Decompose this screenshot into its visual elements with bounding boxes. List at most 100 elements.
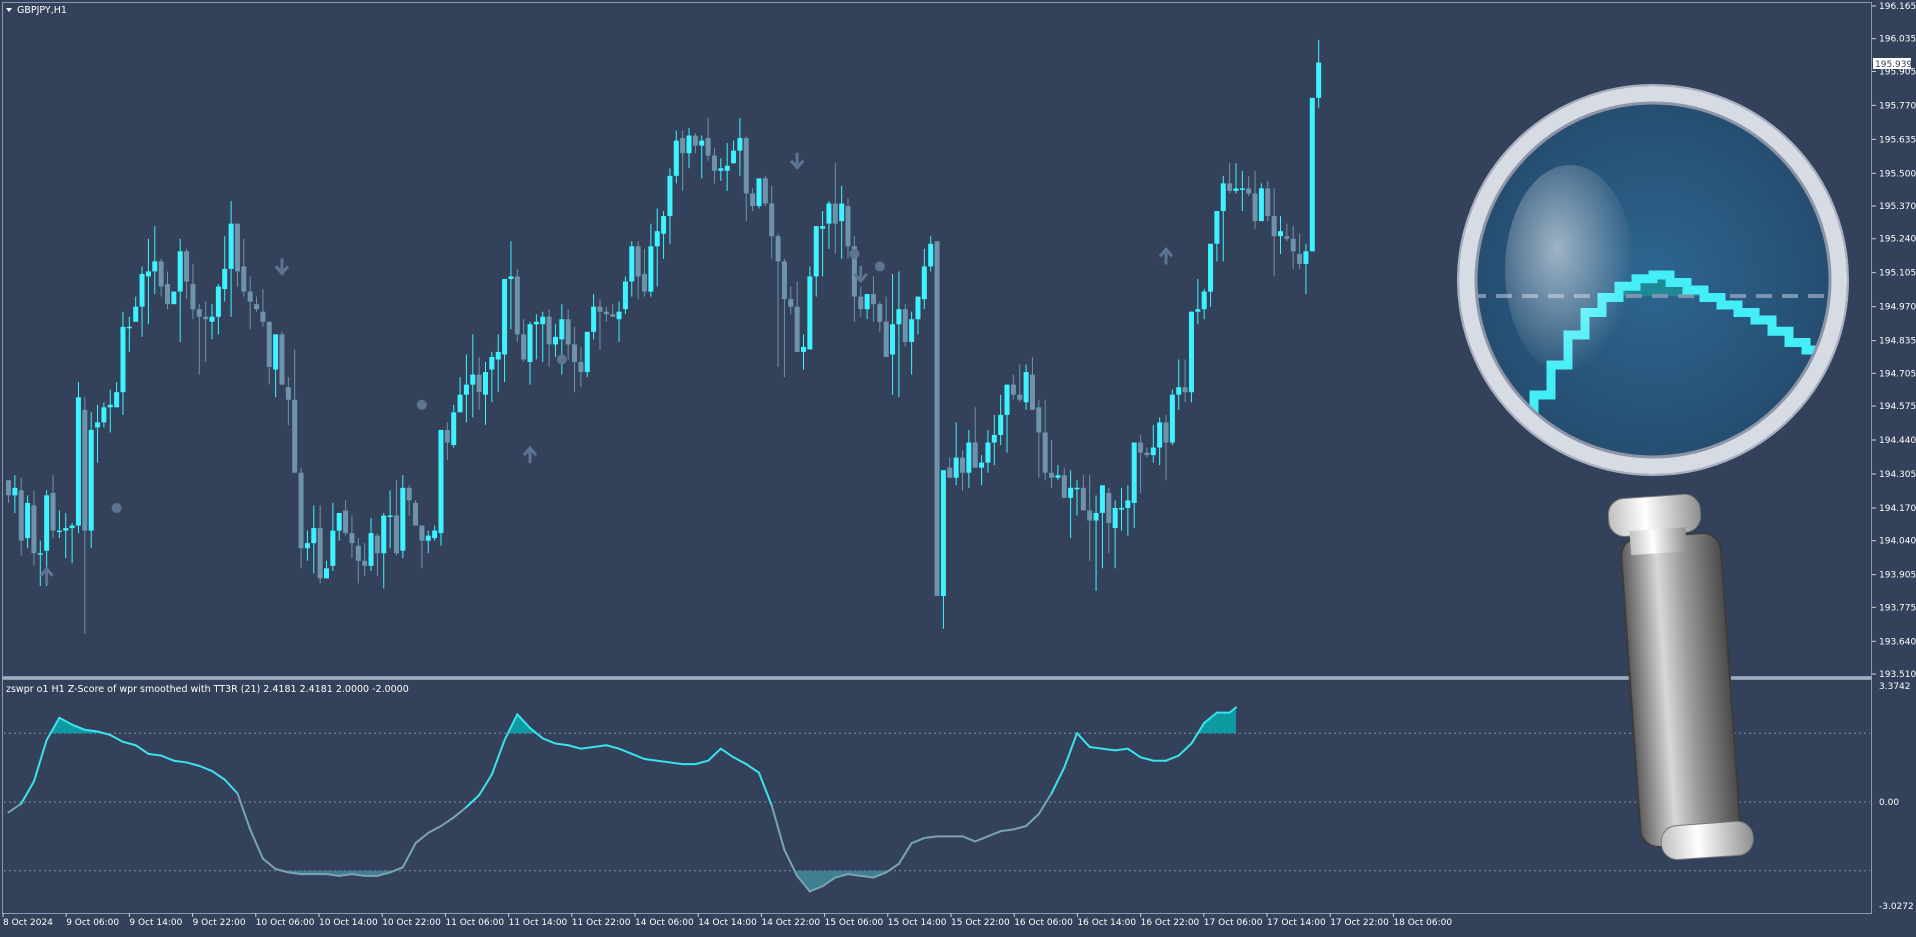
candle-body [642,273,647,292]
current-price-box [1873,58,1911,69]
signals-group [39,152,1174,584]
candle-body [991,434,997,443]
candle-body [921,266,927,300]
candle [820,211,826,277]
candle-body [152,261,158,272]
candle [991,414,997,466]
price-tick-label: 194.705 [1879,369,1916,379]
price-tick-label: 195.635 [1879,135,1916,145]
indicator-segment [71,723,86,731]
candle [864,294,870,320]
indicator-segment [338,873,353,877]
candle-body [1074,487,1080,490]
candle [145,238,151,325]
candle [616,301,622,342]
candle [1055,465,1061,481]
candle-body [718,168,724,171]
candle-body [279,334,285,385]
candle [1284,223,1290,242]
indicator-segment [694,759,710,766]
candle-body [915,296,921,320]
candle-body [648,246,654,292]
candle [228,200,234,317]
signal-down-arrow-icon [274,258,290,276]
candle-body [1227,183,1233,191]
candle [686,128,692,169]
indicator-segment [1228,706,1237,714]
candle [75,382,81,534]
candle-body [610,314,616,317]
price-tick-label: 194.305 [1879,470,1916,480]
candle [1004,384,1010,453]
indicator-segment [249,828,264,860]
time-tick-label: 16 Oct 14:00 [1077,918,1136,928]
candle [928,236,934,272]
candle-body [393,515,399,554]
time-tick-label: 11 Oct 22:00 [572,918,631,928]
candle-body [705,138,711,156]
candle [483,362,488,425]
time-axis: 8 Oct 2024 9 Oct 06:00 9 Oct 14:00 9 Oct 22… [2,913,1452,928]
indicator-segment [757,771,773,807]
candle-body [1316,62,1322,98]
candle [387,490,393,549]
candle-body [317,528,323,579]
candle-body [896,309,902,325]
candle [565,309,571,360]
candle [133,296,139,322]
candle [247,276,253,330]
candle [1131,442,1137,529]
candle [1068,470,1074,539]
indicator-segment [910,837,926,845]
collapse-triangle-icon[interactable] [6,8,12,12]
candle [673,130,679,184]
indicator-segment [732,756,748,766]
candle [1125,485,1131,536]
time-tick-label: 14 Oct 14:00 [698,918,757,928]
indicator-segment [211,770,226,781]
candle-body [463,384,469,395]
candle-body [584,331,590,373]
candle [667,168,673,244]
current-price-label: 195.939 [1875,60,1912,70]
candle [260,289,266,327]
indicator-segment [185,761,201,767]
candle-body [75,397,81,526]
candle-body [1004,384,1010,415]
time-tick-label: 11 Oct 06:00 [445,918,504,928]
candle [279,331,285,385]
candle-body [1068,487,1074,498]
price-tick-label: 193.775 [1879,603,1916,613]
candle-body [413,502,419,526]
candle [1106,487,1112,554]
indicator-segment [783,849,799,877]
indicator-segment [83,728,99,733]
indicator-segment [1165,754,1180,762]
candle [438,429,444,546]
candle-body [807,276,813,350]
price-tick-label: 195.770 [1879,101,1916,111]
indicator-segment [172,759,188,764]
candle [25,495,31,549]
signal-dot-icon [849,248,860,259]
candle [1042,399,1048,481]
candle [1290,226,1296,269]
candle [330,502,336,571]
candle-body [298,472,304,549]
candle [909,311,915,375]
candle-body [63,528,69,531]
candle-body [597,306,603,312]
candle-body [438,429,444,534]
candle [1182,359,1188,403]
signal-dot-icon [874,261,885,272]
candle [1188,311,1194,403]
indicator-segment [439,816,455,828]
candle-body [750,193,756,207]
price-tick-label: 195.500 [1879,169,1916,179]
candle-body [826,203,832,224]
indicator-segment [350,873,366,877]
time-tick-label: 11 Oct 14:00 [509,918,568,928]
candle-body [1278,231,1283,237]
candle-body [254,304,260,310]
time-tick-label: 9 Oct 22:00 [193,918,246,928]
